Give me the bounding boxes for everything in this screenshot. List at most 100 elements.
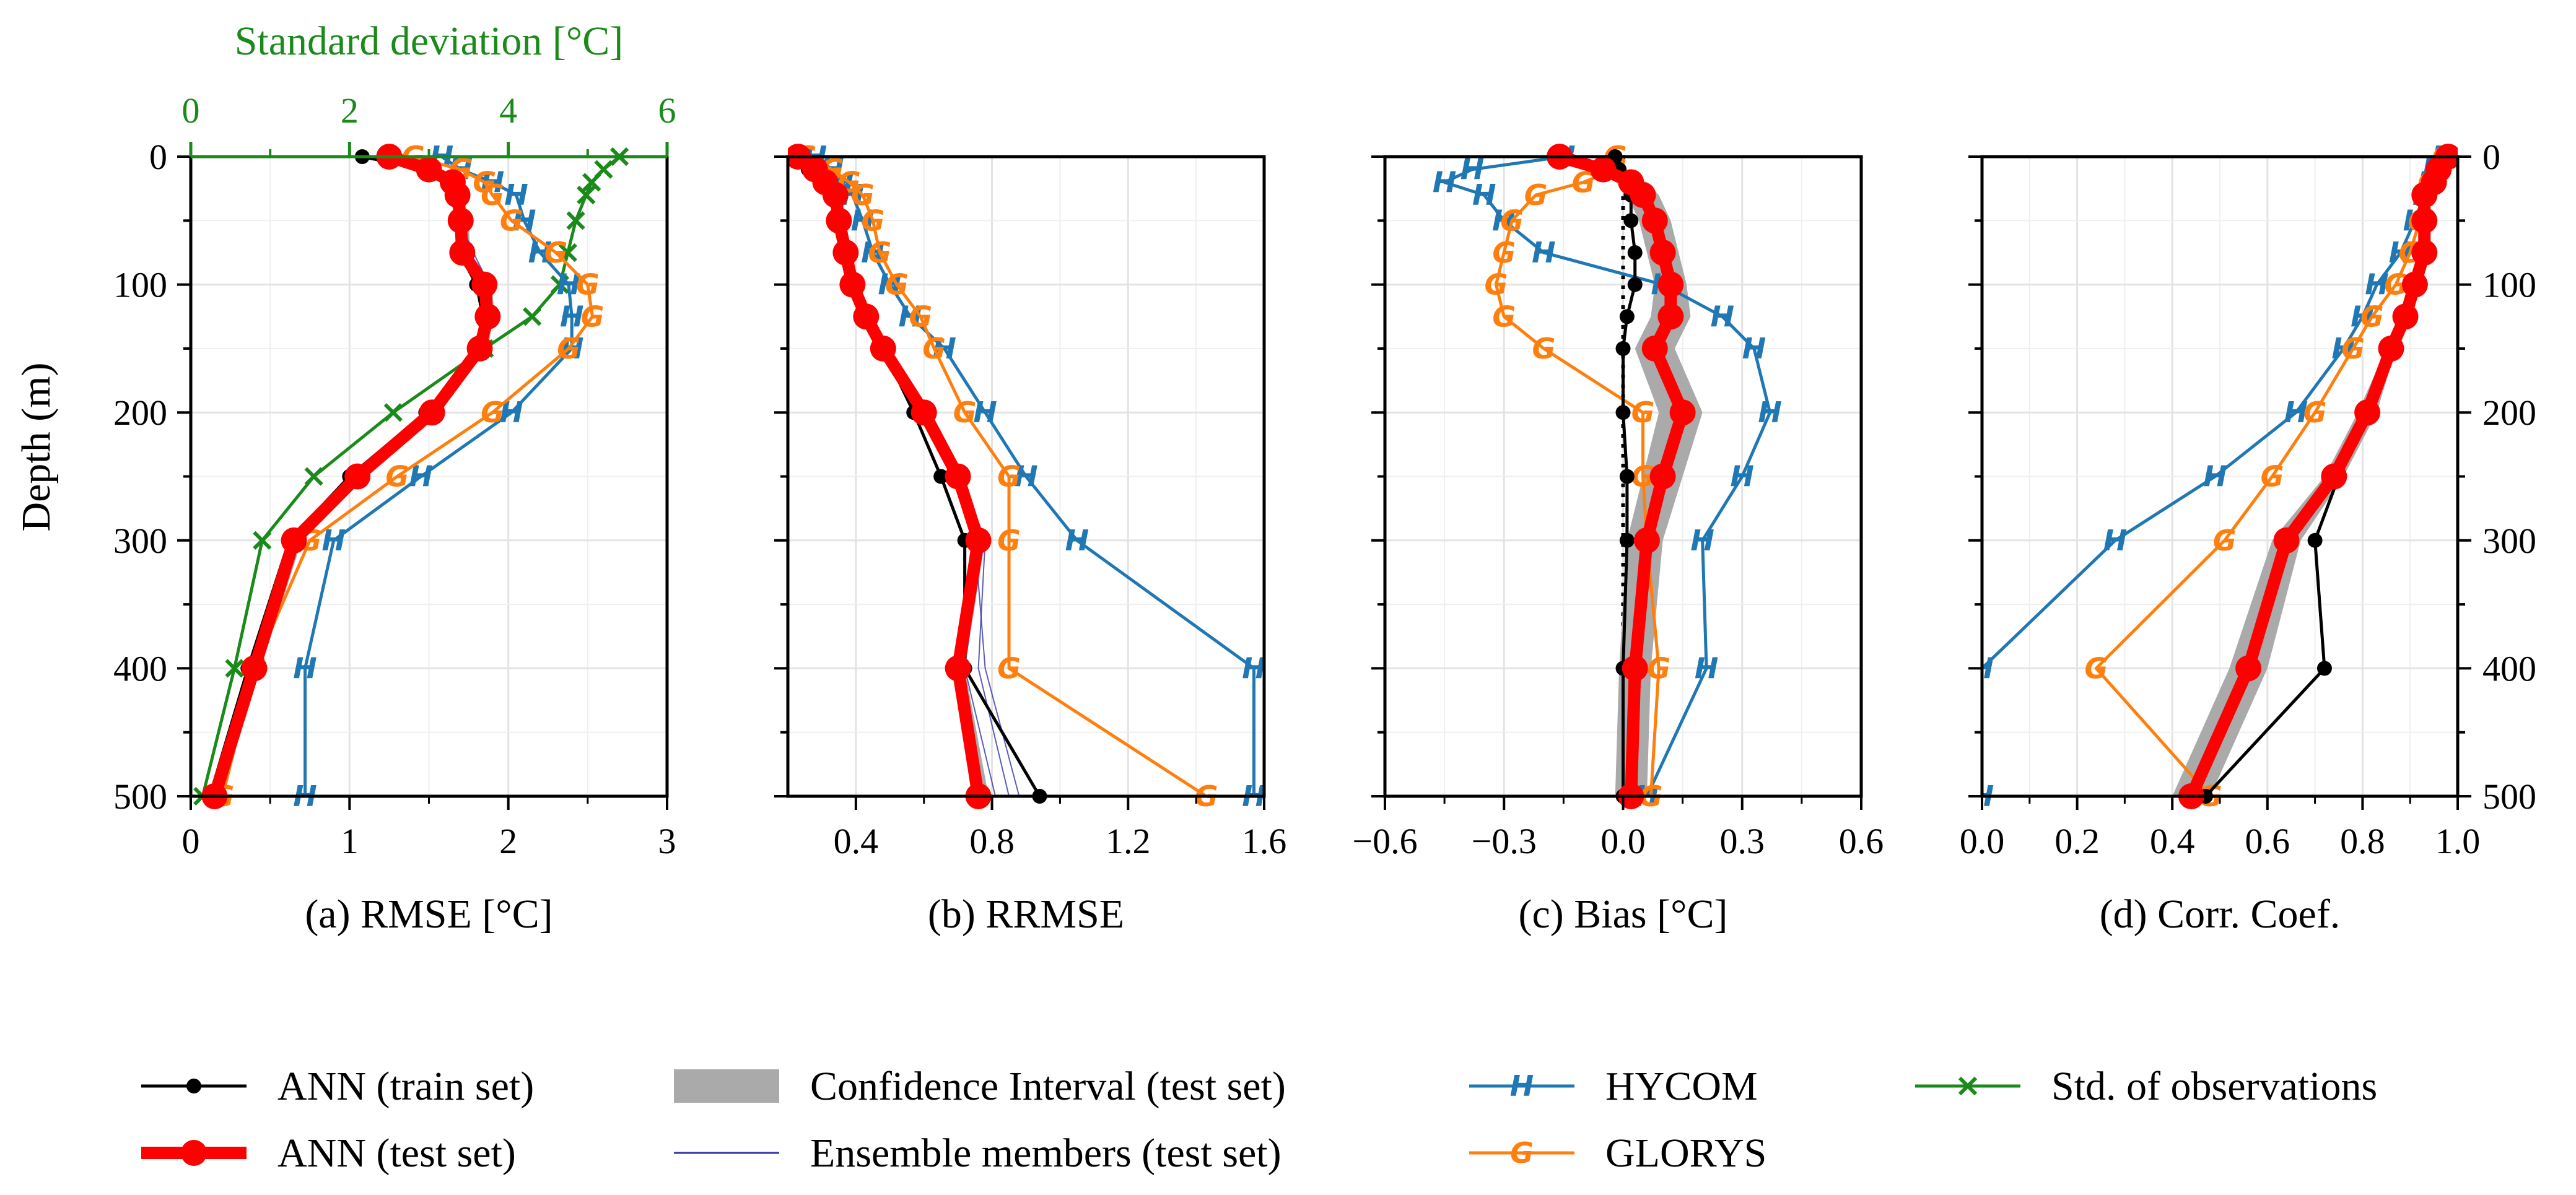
x-tick-label: 1.2 [1106, 821, 1151, 861]
hycom-point: H [1460, 153, 1485, 186]
y-tick-label-right: 0 [2482, 137, 2500, 177]
hycom-point: H [1758, 396, 1782, 429]
legend-item-test: ANN (test set) [141, 1131, 516, 1176]
hycom-line [814, 155, 1256, 796]
legend-swatch [674, 1069, 779, 1103]
test-point [2354, 399, 2381, 426]
glorys-point: G [385, 460, 409, 493]
x-axis-label: (a) RMSE [°C] [305, 892, 552, 937]
test-point [1641, 207, 1668, 234]
top-tick-label: 6 [658, 90, 676, 131]
glorys-point: G [997, 524, 1021, 557]
legend-item-ci: Confidence Interval (test set) [674, 1064, 1286, 1109]
glorys-point: G [997, 460, 1021, 493]
hycom-point: H [1710, 300, 1734, 333]
glorys-line [220, 155, 595, 797]
test-point [2321, 463, 2347, 490]
plot-area: HHHHHHHHHHHHHHGGGGGGGGGGGGGG [788, 140, 1266, 813]
test-point [1590, 156, 1617, 183]
legend-item-ensemble: Ensemble members (test set) [674, 1131, 1281, 1176]
x-tick-label: 2 [499, 821, 517, 861]
test-point [241, 655, 268, 682]
hycom-point: H [560, 300, 584, 333]
test-point [419, 399, 445, 426]
y-tick-label: 500 [113, 776, 167, 817]
y-tick-label-right: 500 [2482, 776, 2536, 817]
x-tick-label: −0.6 [1352, 821, 1417, 861]
panel-b: HHHHHHHHHHHHHHGGGGGGGGGGGGGG 0.4 0.8 1.2 1.6… [774, 140, 1286, 937]
x-axis-label: (b) RRMSE [928, 892, 1124, 937]
test-point [416, 156, 442, 183]
train-point [1627, 245, 1643, 260]
test-point [1657, 303, 1684, 330]
legend-item-hycom: H HYCOM [1469, 1064, 1758, 1109]
test-point [449, 239, 476, 266]
x-tick-label: 1.0 [2435, 821, 2481, 861]
glorys-point: G [2341, 332, 2365, 365]
glorys-point: G [922, 332, 946, 365]
test-point [2235, 655, 2262, 682]
x-tick-label: 0.0 [1600, 821, 1646, 861]
hycom-point: H [2365, 268, 2389, 302]
glorys-point: G [1492, 236, 1516, 269]
top-axis-label: Standard deviation [°C] [235, 19, 624, 64]
test-point [826, 207, 852, 234]
glorys-point: G [2303, 396, 2327, 429]
glorys-point: G [868, 236, 891, 269]
legend-item-glorys: G GLORYS [1469, 1131, 1766, 1176]
x-tick-label: 1 [341, 821, 359, 861]
depth-axis-label: Depth (m) [14, 362, 59, 531]
y-tick-label-right: 400 [2482, 648, 2536, 689]
test-point [1641, 335, 1668, 362]
hycom-point: H [2284, 396, 2308, 429]
train-point [2316, 661, 2332, 676]
hycom-point: H [1014, 460, 1038, 493]
glorys-line [804, 155, 1207, 798]
test-point [822, 181, 849, 208]
hycom-point: H [1731, 460, 1755, 493]
test-point [1649, 239, 1676, 266]
test-point [1649, 463, 1676, 490]
glorys-point: G [473, 165, 496, 199]
test-point [832, 239, 859, 266]
glorys-point: G [2084, 651, 2108, 685]
glorys-point: G [2213, 524, 2237, 557]
test-point [839, 271, 866, 298]
glorys-point: G [885, 268, 909, 302]
test-point [1657, 271, 1684, 298]
test-point [2411, 181, 2438, 208]
test-point [910, 399, 937, 426]
test-point [945, 655, 971, 682]
top-tick-label: 2 [341, 90, 359, 131]
std-point [522, 307, 542, 326]
glorys-point: G [1500, 204, 1524, 237]
y-tick-label: 300 [113, 521, 167, 561]
train-point [933, 469, 949, 484]
hycom-point: H [1242, 651, 1266, 685]
std-point [304, 467, 323, 486]
legend-label: HYCOM [1605, 1064, 1758, 1109]
glorys-point: G [500, 204, 523, 237]
test-point [870, 335, 896, 362]
x-tick-label: 0.6 [2245, 821, 2290, 861]
legend-label: Confidence Interval (test set) [810, 1064, 1286, 1109]
top-tick-label: 0 [182, 90, 200, 131]
x-tick-label: 0.2 [2054, 821, 2100, 861]
x-tick-label: 1.6 [1242, 821, 1287, 861]
test-point [2411, 207, 2438, 234]
test-point [1669, 399, 1696, 426]
train-point [1627, 277, 1643, 292]
std-point [566, 211, 585, 230]
x-tick-label: 0.8 [969, 821, 1015, 861]
x-tick-label: 0.3 [1720, 821, 1765, 861]
legend-item-train: ANN (train set) [141, 1064, 534, 1109]
hycom-line [1443, 155, 1772, 797]
x-tick-label: 0 [182, 821, 200, 861]
hycom-point: H [932, 332, 956, 365]
glorys-point: G [2261, 460, 2284, 493]
std-point [577, 185, 596, 205]
test-point [2411, 239, 2438, 266]
test-point [2273, 527, 2300, 554]
legend-label: GLORYS [1605, 1131, 1766, 1176]
